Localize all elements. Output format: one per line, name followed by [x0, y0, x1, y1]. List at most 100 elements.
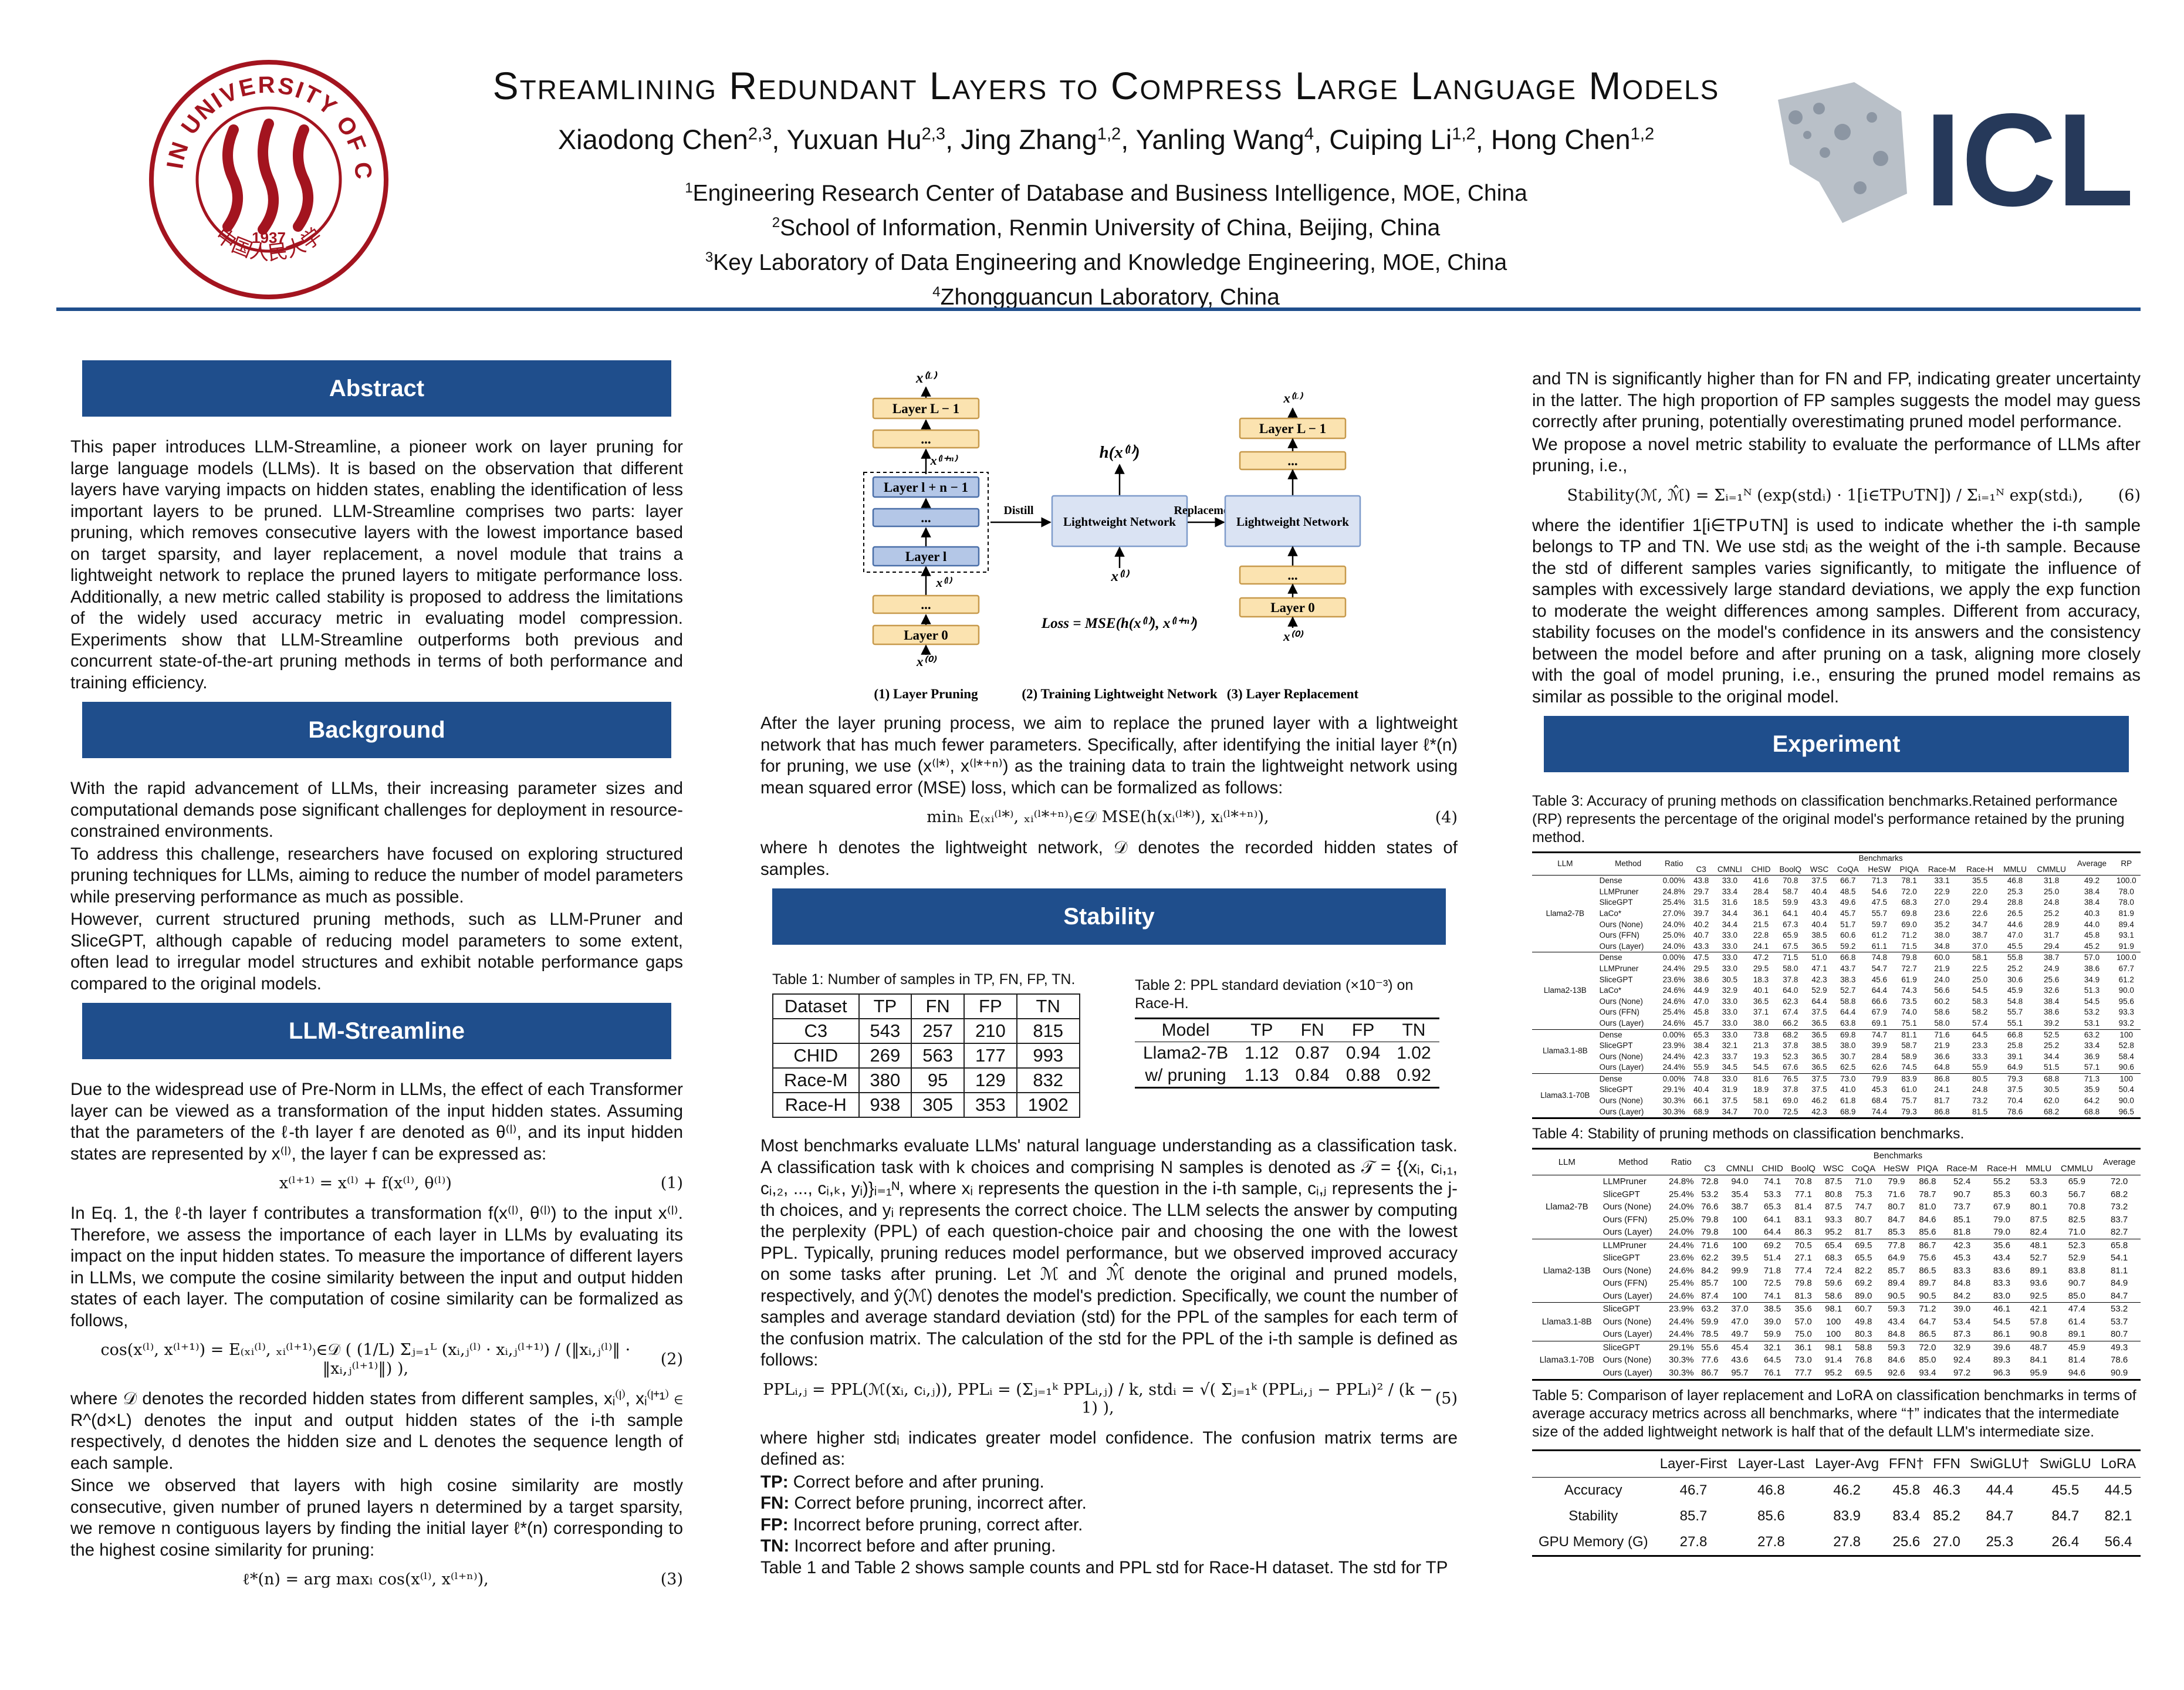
column-header: LLM [1557, 859, 1573, 868]
table-cell: 96.3 [1993, 1367, 2011, 1378]
tensor-label: x⁽⁰⁾ [916, 654, 937, 669]
equation: Stability(ℳ, ℳ̂) = Σᵢ₌₁ᴺ (exp(stdᵢ) · 1[… [1532, 486, 2141, 505]
table-cell: 30.3% [1669, 1355, 1694, 1365]
table-block: Table 3: Accuracy of pruning methods on … [1532, 792, 2141, 1120]
table-cell: 52.3 [1783, 1052, 1798, 1061]
table-cell: 60.3 [2030, 1189, 2047, 1199]
tensor-label: x⁽ᴸ⁾ [915, 370, 938, 386]
affiliation-text: Zhongguancun Laboratory, China [940, 285, 1280, 310]
table-cell: 37.5 [1806, 875, 1833, 887]
layer-box [872, 476, 980, 498]
table-cell: 58.8 [1847, 1340, 1880, 1354]
table-cell: 84.7 [2051, 1508, 2080, 1525]
table-head: Layer-First Layer-Last Layer-Avg FFN† FFN Swi… [1532, 1450, 2141, 1478]
table-cell: 82.1 [2104, 1508, 2132, 1525]
table-cell: 53.1 [2084, 1018, 2100, 1027]
table-cell: 71.8 [1763, 1265, 1781, 1276]
table-cell: 47.0 [1731, 1316, 1749, 1327]
table-cell: 29.1% [1662, 1085, 1685, 1094]
column-header: TN [1388, 1018, 1439, 1042]
term: FP: [760, 1515, 789, 1534]
paragraph: Since we observed that layers with high … [70, 1476, 683, 1560]
table-cell: 39.6 [1982, 1340, 2021, 1354]
table-cell: 36.5 [1806, 1029, 1833, 1041]
table-cell: 40.4 [1693, 1085, 1709, 1094]
table-cell: GPU Memory (G) [1538, 1534, 1648, 1550]
table-cell: 33.7 [1722, 1052, 1738, 1061]
table-cell: 54.5 [1753, 1063, 1769, 1072]
table-cell: 58.0 [1934, 1018, 1950, 1027]
table-cell: 24.4% [1669, 1329, 1694, 1340]
box-label: Layer L − 1 [1259, 421, 1326, 436]
table-cell: 53.7 [2111, 1316, 2128, 1327]
table-cell: 79.8 [1794, 1278, 1812, 1289]
table-cell: 68.2 [2044, 1107, 2060, 1116]
layer-box [872, 546, 980, 567]
table-cell: 55.9 [1693, 1063, 1709, 1072]
table-cell: 73.8 [1747, 1029, 1775, 1041]
table-cell: 85.3 [1888, 1227, 1905, 1238]
table-cell: 33.0 [1722, 941, 1738, 951]
table-cell: 90.5 [1888, 1290, 1905, 1301]
column-header: Method [1618, 1157, 1648, 1167]
table-cell: 34.5 [1722, 1063, 1738, 1072]
logo-head [1778, 82, 1907, 223]
table-cell: 65.3 [1689, 1029, 1713, 1041]
table-cell: 18.3 [1753, 975, 1769, 984]
table-cell: 55.8 [1999, 952, 2031, 964]
table-row: Ours (Layer) 24.0% 79.8 100 64.4 86.3 95.2 81.7… [1532, 1226, 2141, 1239]
table-cell: 1.02 [1397, 1043, 1431, 1063]
box-label: Layer L − 1 [892, 401, 959, 416]
table-cell: 38.4 [1693, 1041, 1709, 1050]
table-row: Ours (Layer) 24.0% 43.3 33.0 24.1 67.5 36.5 59.… [1532, 941, 2141, 952]
table-cell: 75.0 [1794, 1329, 1812, 1340]
table-cell: 52.9 [2068, 1253, 2085, 1263]
model-cell: Llama2-7B [1532, 875, 1598, 952]
table-cell: 100 [1826, 1329, 1841, 1340]
column-header: Ratio [1664, 859, 1683, 868]
table-cell: 90.0 [2118, 986, 2134, 995]
table-cell: 81.5 [1972, 1107, 1988, 1116]
table-cell: 25.0 [2044, 887, 2060, 896]
poster-title: Streamlining Redundant Layers to Compres… [492, 64, 1720, 107]
table-cell: 53.3 [1763, 1189, 1781, 1199]
table-cell: 21.9 [1934, 964, 1950, 973]
table-cell: 67.7 [2118, 964, 2134, 973]
table-row: CHID 269 563 177 993 [772, 1043, 1080, 1069]
table-cell: 0.00% [1658, 875, 1690, 887]
table-cell: w/ pruning [1145, 1066, 1226, 1085]
table-cell: 38.3 [1840, 975, 1856, 984]
layer-box [872, 594, 980, 614]
table-cell: 64.4 [1763, 1227, 1781, 1238]
table-cell: 58.6 [1934, 1008, 1950, 1017]
table-cell: 30.3% [1662, 1107, 1685, 1116]
table-cell: 25.3 [2007, 887, 2023, 896]
table-cell: 80.7 [1855, 1214, 1872, 1225]
table-cell: 31.7 [2044, 931, 2060, 940]
table-cell: 45.4 [1722, 1340, 1758, 1354]
table-row: GPU Memory (G) 27.8 27.8 27.8 25.6 27.0 25.3 26… [1532, 1529, 2141, 1556]
table-cell: 31.8 [2031, 875, 2072, 887]
table-cell: 86.5 [1919, 1329, 1936, 1340]
table-cell: 55.2 [1982, 1175, 2021, 1188]
table-cell: 74.1 [1763, 1290, 1781, 1301]
table-row: Ours (Layer) 24.4% 78.5 49.7 59.9 75.0 100 80.3… [1532, 1328, 2141, 1341]
table-cell: 100 [1826, 1316, 1841, 1327]
table-cell: 85.7 [1701, 1278, 1719, 1289]
header-row: Layer-First Layer-Last Layer-Avg FFN† FFN Swi… [1532, 1450, 2141, 1478]
table-cell: 35.6 [1982, 1238, 2021, 1252]
table-cell: 40.4 [1811, 887, 1827, 896]
logo-pillars [222, 119, 314, 235]
table-row: Llama3.1-8B Dense 0.00% 65.3 33.0 73.8 68.2 36.… [1532, 1029, 2141, 1074]
table-cell: 100 [1732, 1278, 1747, 1289]
tensor-label: x⁽ˡ⁾ [1110, 569, 1130, 584]
table-cell: 65.9 [2055, 1175, 2098, 1188]
table-cell: 46.7 [1679, 1482, 1708, 1499]
header-row: C3 CMNLI CHID BoolQ WSC CoQA HeSW PIQA Race-M Rac… [1532, 1162, 2141, 1176]
table-cell: 80.1 [2030, 1202, 2047, 1212]
table-cell: 52.4 [1942, 1175, 1983, 1188]
table-cell: 90.7 [1953, 1189, 1971, 1199]
table-cell: 79.0 [1993, 1214, 2011, 1225]
table-head: Model TP FN FP TN [1135, 1018, 1439, 1042]
table-cell: 85.0 [1919, 1355, 1936, 1365]
